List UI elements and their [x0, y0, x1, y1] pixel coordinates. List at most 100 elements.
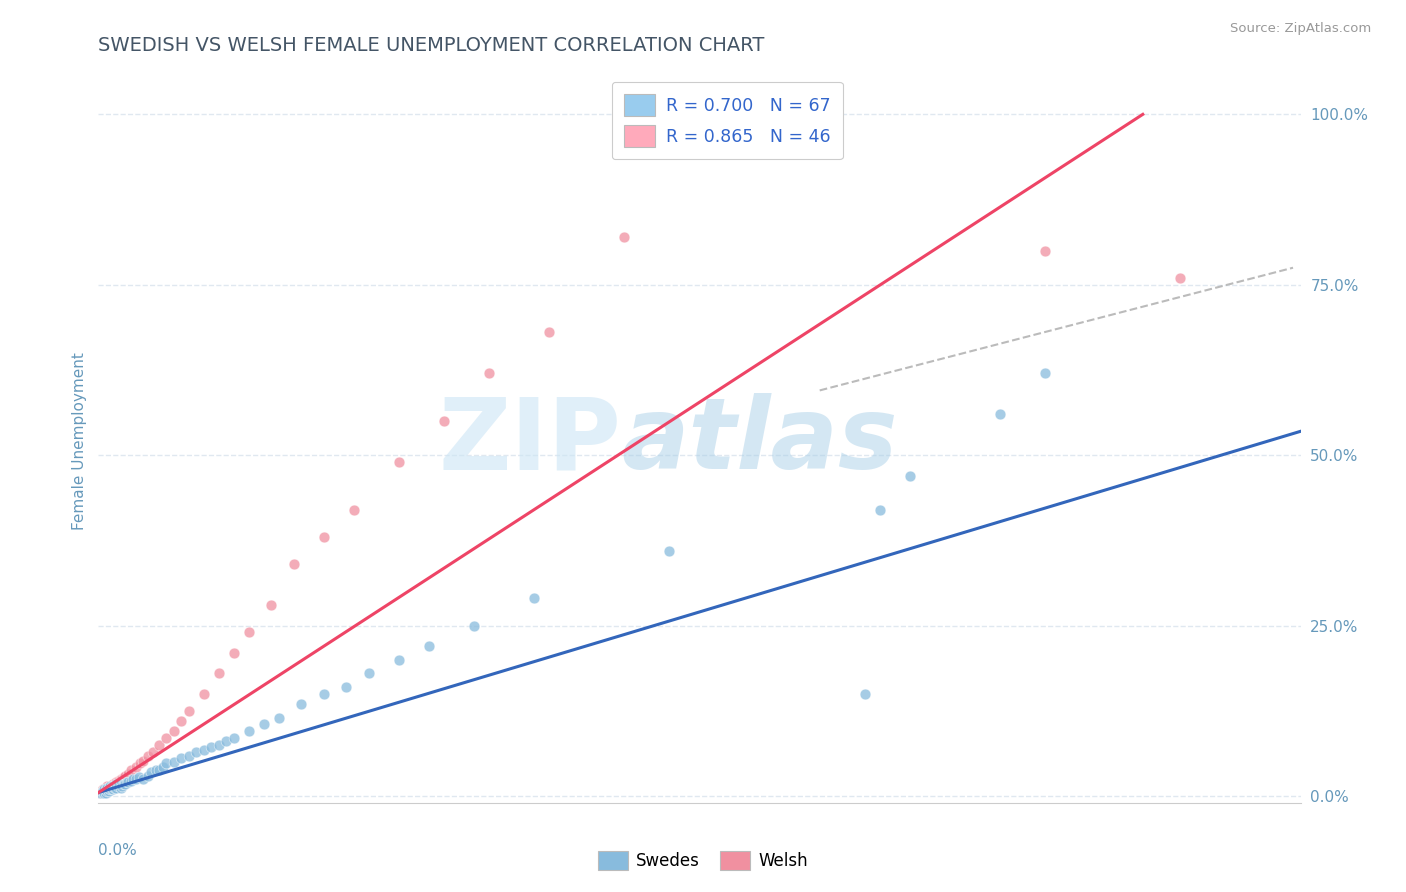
Point: [283, 558, 305, 572]
Point: [388, 653, 411, 667]
Point: [170, 714, 193, 728]
Point: [91, 783, 114, 797]
Point: [162, 724, 184, 739]
Point: [128, 770, 150, 784]
Point: [343, 502, 366, 516]
Point: [478, 367, 501, 381]
Point: [117, 767, 139, 781]
Point: [91, 786, 114, 800]
Point: [97, 783, 120, 797]
Point: [104, 777, 127, 791]
Point: [170, 751, 193, 765]
Point: [132, 754, 155, 768]
Point: [89, 786, 111, 800]
Point: [184, 745, 207, 759]
Point: [136, 768, 159, 782]
Point: [463, 618, 485, 632]
Point: [110, 772, 132, 786]
Point: [100, 779, 122, 793]
Point: [93, 782, 115, 797]
Point: [433, 414, 456, 428]
Point: [523, 591, 546, 606]
Point: [96, 780, 118, 795]
Point: [94, 780, 117, 795]
Point: [90, 783, 112, 797]
Point: [193, 687, 215, 701]
Point: [110, 780, 132, 795]
Point: [208, 666, 231, 681]
Point: [613, 230, 636, 244]
Point: [100, 782, 122, 797]
Point: [101, 779, 124, 793]
Point: [388, 455, 411, 469]
Text: atlas: atlas: [621, 393, 898, 490]
Point: [200, 739, 222, 754]
Point: [853, 687, 876, 701]
Point: [103, 782, 125, 797]
Point: [89, 786, 111, 800]
Point: [155, 756, 177, 771]
Point: [267, 710, 290, 724]
Text: Source: ZipAtlas.com: Source: ZipAtlas.com: [1230, 22, 1371, 36]
Point: [222, 646, 245, 660]
Point: [215, 734, 238, 748]
Point: [290, 697, 312, 711]
Point: [141, 745, 163, 759]
Point: [357, 666, 380, 681]
Point: [96, 782, 118, 797]
Point: [139, 765, 162, 780]
Legend: Swedes, Welsh: Swedes, Welsh: [592, 844, 814, 877]
Point: [112, 770, 135, 784]
Point: [93, 782, 115, 797]
Point: [1033, 244, 1056, 258]
Point: [177, 749, 200, 764]
Point: [100, 779, 122, 793]
Point: [114, 768, 136, 782]
Point: [152, 760, 174, 774]
Point: [96, 783, 118, 797]
Point: [112, 777, 135, 791]
Point: [90, 786, 112, 800]
Point: [898, 468, 921, 483]
Point: [105, 777, 128, 791]
Point: [108, 774, 131, 789]
Point: [1033, 367, 1056, 381]
Point: [125, 760, 148, 774]
Point: [125, 772, 148, 786]
Point: [121, 763, 143, 777]
Point: [129, 756, 152, 771]
Point: [208, 738, 231, 752]
Point: [148, 763, 170, 777]
Point: [869, 502, 891, 516]
Point: [105, 780, 128, 795]
Point: [111, 779, 134, 793]
Point: [107, 779, 129, 793]
Point: [222, 731, 245, 745]
Point: [136, 749, 159, 764]
Y-axis label: Female Unemployment: Female Unemployment: [72, 352, 87, 531]
Point: [114, 777, 136, 791]
Point: [238, 724, 260, 739]
Point: [105, 775, 128, 789]
Point: [115, 775, 138, 789]
Point: [103, 779, 125, 793]
Point: [103, 777, 125, 791]
Point: [101, 779, 124, 793]
Point: [312, 687, 335, 701]
Point: [253, 717, 276, 731]
Point: [193, 742, 215, 756]
Text: ZIP: ZIP: [439, 393, 621, 490]
Point: [101, 782, 124, 797]
Point: [110, 777, 132, 791]
Point: [312, 530, 335, 544]
Point: [988, 407, 1011, 421]
Point: [418, 639, 440, 653]
Point: [155, 731, 177, 745]
Point: [1170, 271, 1192, 285]
Point: [97, 780, 120, 795]
Point: [538, 326, 561, 340]
Point: [260, 598, 283, 612]
Point: [91, 782, 114, 797]
Point: [97, 780, 120, 795]
Text: 0.0%: 0.0%: [98, 843, 138, 857]
